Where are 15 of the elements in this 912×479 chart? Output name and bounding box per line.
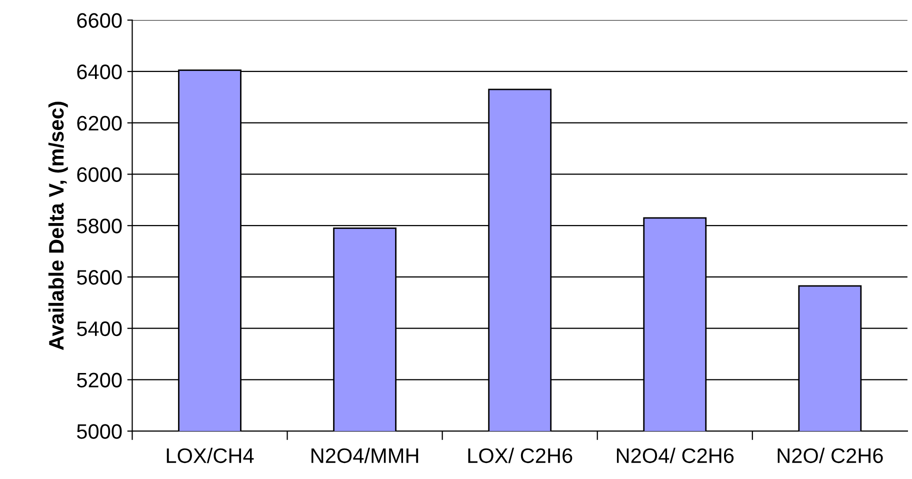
y-tick-label: 5800: [77, 218, 122, 234]
y-tick-label: 5000: [77, 424, 122, 439]
y-tick-label: 6400: [77, 64, 122, 80]
y-tick-label: 5400: [77, 321, 122, 336]
x-tick-label: N2O/ C2H6: [778, 448, 883, 464]
x-tick-label: N2O4/ C2H6: [616, 448, 734, 464]
y-tick-label: 6600: [77, 13, 122, 28]
x-tick-label: LOX/ C2H6: [468, 448, 572, 464]
y-tick-label: 6200: [77, 116, 122, 131]
x-tick-label: LOX/CH4: [166, 448, 254, 464]
y-axis-title: Available Delta V, (m/sec): [48, 102, 68, 350]
y-tick-label: 5200: [77, 372, 122, 388]
y-tick-label: 5600: [77, 270, 122, 285]
y-tick-label: 6000: [77, 167, 122, 182]
x-tick-label: N2O4/MMH: [312, 448, 418, 464]
